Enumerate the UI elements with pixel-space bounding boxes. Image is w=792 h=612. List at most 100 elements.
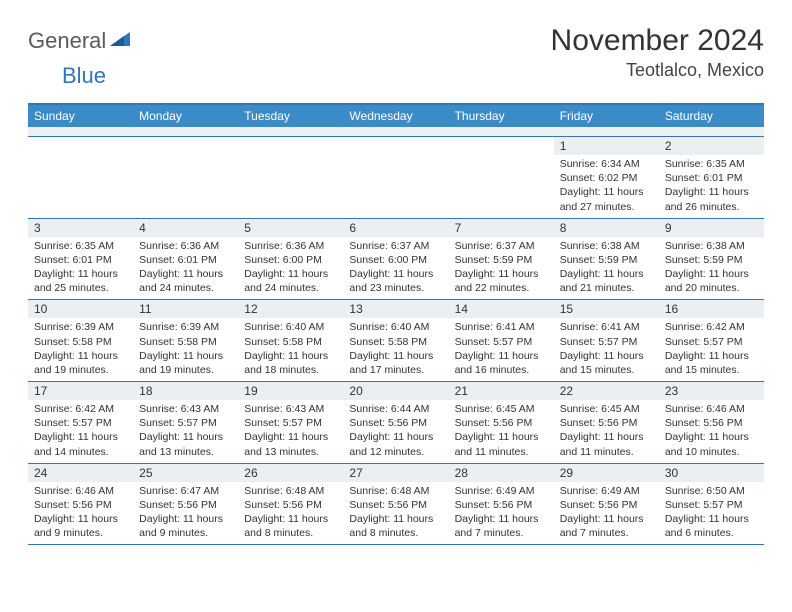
day-cell: 21Sunrise: 6:45 AMSunset: 5:56 PMDayligh…	[449, 382, 554, 463]
daylight-text: Daylight: 11 hours and 22 minutes.	[455, 267, 548, 295]
sunset-text: Sunset: 5:59 PM	[455, 253, 548, 267]
day-number: 15	[554, 300, 659, 318]
sunset-text: Sunset: 5:58 PM	[349, 335, 442, 349]
day-header-row: Sunday Monday Tuesday Wednesday Thursday…	[28, 105, 764, 127]
sunrise-text: Sunrise: 6:45 AM	[455, 402, 548, 416]
calendar-grid: Sunday Monday Tuesday Wednesday Thursday…	[28, 103, 764, 545]
day-cell	[238, 137, 343, 218]
sunrise-text: Sunrise: 6:41 AM	[560, 320, 653, 334]
sunrise-text: Sunrise: 6:39 AM	[34, 320, 127, 334]
sunset-text: Sunset: 5:56 PM	[139, 498, 232, 512]
daylight-text: Daylight: 11 hours and 18 minutes.	[244, 349, 337, 377]
sunset-text: Sunset: 5:56 PM	[349, 416, 442, 430]
day-content: Sunrise: 6:42 AMSunset: 5:57 PMDaylight:…	[28, 400, 133, 463]
sunset-text: Sunset: 5:56 PM	[244, 498, 337, 512]
day-cell: 2Sunrise: 6:35 AMSunset: 6:01 PMDaylight…	[659, 137, 764, 218]
daylight-text: Daylight: 11 hours and 13 minutes.	[244, 430, 337, 458]
day-content: Sunrise: 6:40 AMSunset: 5:58 PMDaylight:…	[343, 318, 448, 381]
day-number: 11	[133, 300, 238, 318]
daylight-text: Daylight: 11 hours and 25 minutes.	[34, 267, 127, 295]
day-header: Sunday	[28, 105, 133, 127]
day-cell: 4Sunrise: 6:36 AMSunset: 6:01 PMDaylight…	[133, 219, 238, 300]
day-cell: 14Sunrise: 6:41 AMSunset: 5:57 PMDayligh…	[449, 300, 554, 381]
daylight-text: Daylight: 11 hours and 19 minutes.	[139, 349, 232, 377]
sunrise-text: Sunrise: 6:43 AM	[244, 402, 337, 416]
sunset-text: Sunset: 5:56 PM	[349, 498, 442, 512]
day-number: 4	[133, 219, 238, 237]
day-content: Sunrise: 6:47 AMSunset: 5:56 PMDaylight:…	[133, 482, 238, 545]
day-content: Sunrise: 6:43 AMSunset: 5:57 PMDaylight:…	[133, 400, 238, 463]
daylight-text: Daylight: 11 hours and 26 minutes.	[665, 185, 758, 213]
spacer-row	[28, 127, 764, 137]
day-cell: 18Sunrise: 6:43 AMSunset: 5:57 PMDayligh…	[133, 382, 238, 463]
day-header: Wednesday	[343, 105, 448, 127]
location-label: Teotlalco, Mexico	[551, 60, 764, 81]
sunrise-text: Sunrise: 6:34 AM	[560, 157, 653, 171]
day-content: Sunrise: 6:42 AMSunset: 5:57 PMDaylight:…	[659, 318, 764, 381]
sunrise-text: Sunrise: 6:39 AM	[139, 320, 232, 334]
day-content: Sunrise: 6:41 AMSunset: 5:57 PMDaylight:…	[554, 318, 659, 381]
day-content: Sunrise: 6:50 AMSunset: 5:57 PMDaylight:…	[659, 482, 764, 545]
day-number: 28	[449, 464, 554, 482]
day-number: 1	[554, 137, 659, 155]
week-row: 3Sunrise: 6:35 AMSunset: 6:01 PMDaylight…	[28, 219, 764, 301]
sunrise-text: Sunrise: 6:40 AM	[244, 320, 337, 334]
sunrise-text: Sunrise: 6:35 AM	[34, 239, 127, 253]
day-content: Sunrise: 6:44 AMSunset: 5:56 PMDaylight:…	[343, 400, 448, 463]
week-row: 1Sunrise: 6:34 AMSunset: 6:02 PMDaylight…	[28, 137, 764, 219]
daylight-text: Daylight: 11 hours and 16 minutes.	[455, 349, 548, 377]
day-cell: 19Sunrise: 6:43 AMSunset: 5:57 PMDayligh…	[238, 382, 343, 463]
day-number	[133, 137, 238, 141]
sunrise-text: Sunrise: 6:35 AM	[665, 157, 758, 171]
day-content: Sunrise: 6:36 AMSunset: 6:00 PMDaylight:…	[238, 237, 343, 300]
sunrise-text: Sunrise: 6:42 AM	[665, 320, 758, 334]
day-number: 26	[238, 464, 343, 482]
day-content: Sunrise: 6:38 AMSunset: 5:59 PMDaylight:…	[659, 237, 764, 300]
day-header: Monday	[133, 105, 238, 127]
day-cell: 24Sunrise: 6:46 AMSunset: 5:56 PMDayligh…	[28, 464, 133, 545]
day-number	[343, 137, 448, 141]
day-number: 6	[343, 219, 448, 237]
day-number: 5	[238, 219, 343, 237]
day-content: Sunrise: 6:45 AMSunset: 5:56 PMDaylight:…	[449, 400, 554, 463]
day-cell: 9Sunrise: 6:38 AMSunset: 5:59 PMDaylight…	[659, 219, 764, 300]
day-number: 18	[133, 382, 238, 400]
sunrise-text: Sunrise: 6:37 AM	[349, 239, 442, 253]
day-content: Sunrise: 6:39 AMSunset: 5:58 PMDaylight:…	[133, 318, 238, 381]
day-cell: 29Sunrise: 6:49 AMSunset: 5:56 PMDayligh…	[554, 464, 659, 545]
sunset-text: Sunset: 5:57 PM	[665, 335, 758, 349]
title-block: November 2024 Teotlalco, Mexico	[551, 24, 764, 81]
day-number: 21	[449, 382, 554, 400]
day-number: 14	[449, 300, 554, 318]
daylight-text: Daylight: 11 hours and 11 minutes.	[560, 430, 653, 458]
day-cell: 8Sunrise: 6:38 AMSunset: 5:59 PMDaylight…	[554, 219, 659, 300]
day-cell: 1Sunrise: 6:34 AMSunset: 6:02 PMDaylight…	[554, 137, 659, 218]
day-number: 3	[28, 219, 133, 237]
sunset-text: Sunset: 5:56 PM	[560, 416, 653, 430]
day-header: Saturday	[659, 105, 764, 127]
sunset-text: Sunset: 5:57 PM	[139, 416, 232, 430]
day-content: Sunrise: 6:40 AMSunset: 5:58 PMDaylight:…	[238, 318, 343, 381]
sunrise-text: Sunrise: 6:43 AM	[139, 402, 232, 416]
sunrise-text: Sunrise: 6:48 AM	[244, 484, 337, 498]
day-cell: 16Sunrise: 6:42 AMSunset: 5:57 PMDayligh…	[659, 300, 764, 381]
day-cell: 7Sunrise: 6:37 AMSunset: 5:59 PMDaylight…	[449, 219, 554, 300]
sunset-text: Sunset: 5:57 PM	[34, 416, 127, 430]
sunrise-text: Sunrise: 6:41 AM	[455, 320, 548, 334]
daylight-text: Daylight: 11 hours and 9 minutes.	[34, 512, 127, 540]
sunrise-text: Sunrise: 6:45 AM	[560, 402, 653, 416]
day-cell	[28, 137, 133, 218]
logo-text-1: General	[28, 28, 106, 54]
day-cell: 28Sunrise: 6:49 AMSunset: 5:56 PMDayligh…	[449, 464, 554, 545]
day-cell: 15Sunrise: 6:41 AMSunset: 5:57 PMDayligh…	[554, 300, 659, 381]
day-cell: 27Sunrise: 6:48 AMSunset: 5:56 PMDayligh…	[343, 464, 448, 545]
day-content: Sunrise: 6:34 AMSunset: 6:02 PMDaylight:…	[554, 155, 659, 218]
sunset-text: Sunset: 5:58 PM	[34, 335, 127, 349]
logo-triangle-icon	[110, 30, 132, 53]
sunset-text: Sunset: 5:57 PM	[665, 498, 758, 512]
week-row: 17Sunrise: 6:42 AMSunset: 5:57 PMDayligh…	[28, 382, 764, 464]
daylight-text: Daylight: 11 hours and 7 minutes.	[455, 512, 548, 540]
day-content: Sunrise: 6:36 AMSunset: 6:01 PMDaylight:…	[133, 237, 238, 300]
day-cell: 6Sunrise: 6:37 AMSunset: 6:00 PMDaylight…	[343, 219, 448, 300]
day-number: 12	[238, 300, 343, 318]
